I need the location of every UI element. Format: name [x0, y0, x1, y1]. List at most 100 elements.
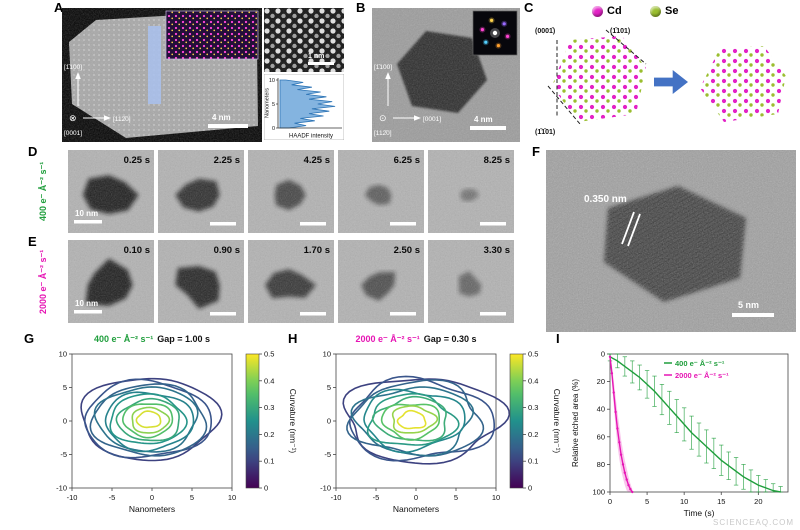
panel-d-label: D — [28, 144, 38, 159]
scale-bar-label: 1 nm — [308, 53, 324, 60]
scale-bar — [210, 312, 236, 316]
scale-bar — [732, 313, 774, 317]
panel-d-frames: 0.25 s 10 nm 2.25 s 4.25 s 6.25 s 8.25 s — [68, 150, 588, 233]
svg-text:0: 0 — [264, 484, 268, 493]
contour-loop — [135, 410, 162, 429]
atomic-inset — [165, 10, 259, 60]
panel-a-atomic-image: 1 nm — [264, 8, 344, 77]
svg-text:-10: -10 — [331, 493, 342, 502]
intensity-profile-region — [148, 26, 161, 104]
svg-text:0.5: 0.5 — [264, 350, 274, 359]
svg-text:0.3: 0.3 — [264, 403, 274, 412]
panel-h-label: H — [288, 331, 298, 346]
colorbar-label: Curvature (nm⁻¹) — [552, 389, 562, 454]
panel-g-label: G — [24, 331, 35, 346]
frame-time-label: 2.50 s — [394, 245, 420, 256]
scale-bar-label: 10 nm — [75, 209, 98, 218]
scale-bar — [390, 222, 416, 226]
plane-label: (0001̄) — [535, 27, 555, 35]
svg-text:5: 5 — [63, 383, 67, 392]
panel-i-line-chart: 0 5 10 15 20 0 20 40 60 80 100 Time (s) Relative etc… — [568, 338, 796, 530]
scale-bar — [208, 124, 248, 128]
tem-frame: 0.10 s 10 nm — [68, 240, 154, 328]
svg-text:0.1: 0.1 — [264, 457, 274, 466]
profile-ylabel: Nanometers — [265, 88, 271, 118]
svg-text:10: 10 — [228, 493, 236, 502]
profile-xlabel: HAADF intensity — [289, 134, 333, 140]
svg-text:0.2: 0.2 — [264, 430, 274, 439]
svg-text:0.2: 0.2 — [528, 430, 538, 439]
plane-label: (1̄101) — [610, 27, 630, 35]
svg-text:0: 0 — [150, 493, 154, 502]
frame-time-label: 2.25 s — [214, 155, 240, 166]
legend-cd: Cd — [592, 5, 622, 17]
lattice-spacing-label: 0.350 nm — [584, 194, 627, 205]
frame-time-label: 8.25 s — [484, 155, 510, 166]
panel-f-hrtem-image: 0.350 nm 5 nm — [546, 150, 796, 337]
svg-text:80: 80 — [597, 460, 605, 469]
dose-label-2000: 2000 e⁻ Å⁻² s⁻¹ — [38, 249, 48, 314]
legend-2000: 2000 e⁻ Å⁻² s⁻¹ — [675, 371, 729, 380]
panel-c-model-after — [688, 38, 796, 139]
contour-loop — [371, 395, 447, 442]
frame-time-label: 6.25 s — [394, 155, 420, 166]
svg-text:15: 15 — [717, 497, 725, 506]
contour-loop — [366, 392, 460, 446]
contour-xlabel: Nanometers — [129, 504, 175, 514]
contour-loop — [380, 403, 440, 441]
panel-f-label: F — [532, 144, 540, 159]
plane-label: (1̄1̄01) — [535, 128, 555, 136]
lattice-spacing-marker — [627, 213, 641, 247]
svg-text:40: 40 — [597, 405, 605, 414]
panel-h-title-gap: Gap = 0.30 s — [423, 334, 477, 344]
tem-frame: 8.25 s — [428, 150, 514, 238]
chart-ylabel: Relative etched area (%) — [571, 379, 580, 467]
svg-text:10: 10 — [492, 493, 500, 502]
svg-text:100: 100 — [592, 488, 605, 497]
contour-loop — [80, 377, 223, 462]
svg-text:5: 5 — [645, 497, 649, 506]
contour-loop — [346, 379, 485, 457]
svg-text:-10: -10 — [67, 493, 78, 502]
axis-up-label: [1̄100] — [64, 64, 82, 71]
fft-inset — [472, 10, 518, 56]
lattice-spacing-marker — [621, 211, 635, 245]
svg-text:0: 0 — [608, 497, 612, 506]
axis-below-label: [0001] — [64, 130, 82, 137]
svg-text:0.4: 0.4 — [528, 376, 538, 385]
svg-text:60: 60 — [597, 432, 605, 441]
beam-direction-icon: ⊙ — [379, 113, 387, 123]
contour-loop — [104, 391, 195, 453]
svg-text:5: 5 — [327, 383, 331, 392]
facet-dashed-line — [547, 85, 581, 125]
svg-text:5: 5 — [272, 102, 275, 108]
svg-text:0: 0 — [327, 417, 331, 426]
scale-bar-label: 10 nm — [75, 299, 98, 308]
scale-bar-label: 4 nm — [212, 113, 231, 122]
tem-frame: 2.50 s — [338, 240, 424, 328]
panel-c-model-before: (0001̄) (1̄101) (1̄1̄01) — [534, 24, 660, 141]
scale-bar — [210, 222, 236, 226]
panel-e-frames: 0.10 s 10 nm 0.90 s 1.70 s 2.50 s 3.30 s — [68, 240, 588, 323]
frame-time-label: 3.30 s — [484, 245, 510, 256]
colorbar — [509, 353, 524, 489]
frame-time-label: 0.10 s — [124, 245, 150, 256]
tem-frame: 0.90 s — [158, 240, 244, 328]
svg-text:-10: -10 — [320, 484, 331, 493]
svg-text:-10: -10 — [56, 484, 67, 493]
svg-text:0: 0 — [528, 484, 532, 493]
svg-text:0.4: 0.4 — [264, 376, 274, 385]
scale-bar — [74, 310, 102, 314]
axis-up-label: [1̄100] — [374, 64, 392, 71]
contour-loop — [350, 386, 475, 457]
scale-bar — [308, 62, 334, 65]
scale-bar — [480, 222, 506, 226]
tem-frame: 1.70 s — [248, 240, 334, 328]
scale-bar — [300, 222, 326, 226]
panel-g-contour-plot: -10 -5 0 5 10 10 5 0 -5 -10 Nanometers 0 0.1 0.2 0.3 0.… — [36, 346, 300, 530]
scale-bar — [390, 312, 416, 316]
legend-400: 400 e⁻ Å⁻² s⁻¹ — [675, 359, 725, 368]
tem-frame: 6.25 s — [338, 150, 424, 238]
cd-label: Cd — [607, 5, 622, 17]
dose-label-400: 400 e⁻ Å⁻² s⁻¹ — [38, 161, 48, 222]
